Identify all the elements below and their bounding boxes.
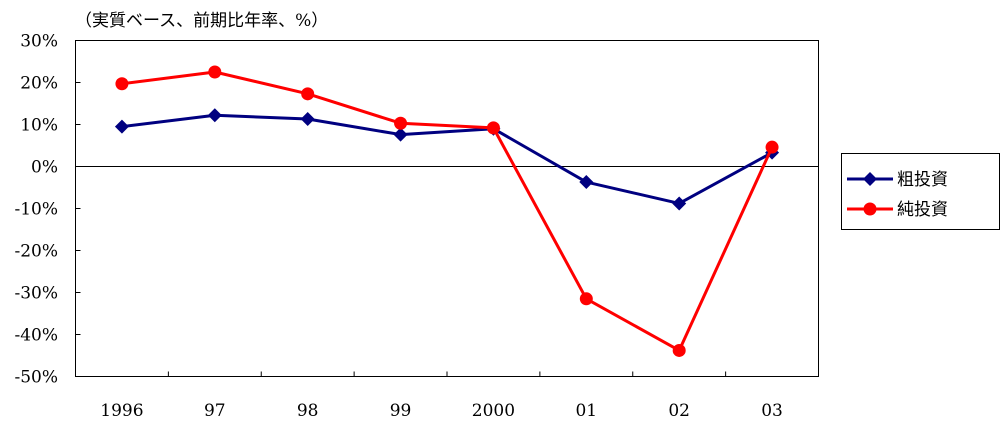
data-point [301, 87, 315, 101]
legend-item-2: 純投資 [847, 200, 948, 220]
data-point [765, 140, 779, 154]
plot-area [75, 40, 819, 377]
data-point [672, 343, 686, 357]
legend-marker [863, 172, 877, 186]
legend-label: 純投資 [897, 200, 948, 220]
series-2 [115, 65, 779, 357]
y-tick-label: -50% [14, 368, 58, 388]
x-tick-label: 99 [390, 401, 412, 421]
y-tick-label: 10% [20, 116, 58, 136]
data-point [300, 112, 315, 127]
data-point [208, 65, 222, 79]
y-tick-label: -10% [14, 200, 58, 220]
x-tick-label: 98 [297, 401, 319, 421]
y-tick-label: -20% [14, 242, 58, 262]
x-tick-label: 1996 [100, 401, 143, 421]
x-tick-label: 97 [204, 401, 226, 421]
x-tick-label: 01 [575, 401, 597, 421]
y-tick-label: -40% [14, 326, 58, 346]
data-point [672, 196, 687, 211]
data-point [114, 119, 129, 134]
y-tick-label: 0% [31, 158, 58, 178]
x-tick-label: 2000 [472, 401, 515, 421]
series-line [121, 113, 773, 205]
legend-marker [863, 202, 877, 216]
data-point [579, 292, 593, 306]
data-point [207, 108, 222, 123]
data-point [486, 121, 500, 135]
series-layer [114, 65, 780, 357]
y-tick-label: -30% [14, 284, 58, 304]
y-tick-label: 20% [20, 74, 58, 94]
plot-frame [75, 40, 819, 377]
y-axis: 30% 20% 10% 0% -10% -20% -30% -40% -50% [14, 32, 81, 388]
x-tick-label: 03 [761, 401, 783, 421]
data-point [394, 116, 408, 130]
series-1 [114, 108, 780, 211]
data-point [579, 175, 594, 190]
series-line [121, 70, 774, 352]
legend-item-1: 粗投資 [847, 170, 948, 190]
legend-label: 粗投資 [897, 170, 948, 190]
unit-label: （実質ベース、前期比年率、%） [75, 11, 328, 31]
y-tick-label: 30% [20, 32, 58, 52]
x-tick-label: 02 [668, 401, 690, 421]
data-point [393, 127, 408, 142]
data-point [115, 77, 129, 91]
x-axis: 1996 97 98 99 2000 01 02 03 [100, 371, 783, 421]
legend-box [841, 153, 1000, 230]
